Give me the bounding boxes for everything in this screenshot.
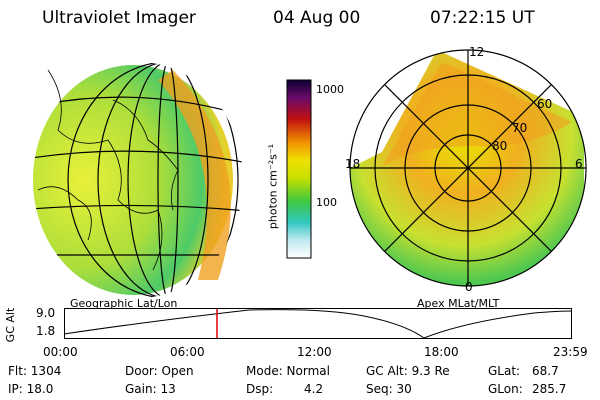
- mlt-label-0: 0: [465, 280, 473, 294]
- timeline-xtick-0000: 00:00: [43, 345, 78, 359]
- timeline-axis-label: GC Alt: [4, 307, 17, 343]
- polar-caption: Apex MLat/MLT: [417, 297, 500, 310]
- colorbar-tick-100: 100: [316, 196, 337, 209]
- dsp-label: Dsp:: [246, 382, 274, 396]
- dsp-value: 4.2: [304, 382, 324, 396]
- timeline-xtick-2359: 23:59: [553, 345, 588, 359]
- door-status: Door: Open: [125, 364, 194, 378]
- geographic-caption: Geographic Lat/Lon: [70, 297, 178, 310]
- mlt-label-12: 12: [469, 45, 485, 59]
- timeline-ytick-low: 1.8: [36, 324, 56, 338]
- colorbar-tick-1000: 1000: [316, 83, 344, 96]
- timeline-xtick-1800: 18:00: [424, 345, 459, 359]
- flight-number: Flt: 1304: [8, 364, 62, 378]
- glat-value: 68.7: [532, 364, 559, 378]
- time-label: 07:22:15 UT: [430, 8, 535, 28]
- sequence-number: Seq: 30: [366, 382, 412, 396]
- lat-label-60: 60: [537, 97, 553, 111]
- lat-label-80: 80: [492, 139, 508, 153]
- mlt-label-18: 18: [345, 157, 361, 171]
- gain-value: Gain: 13: [125, 382, 176, 396]
- gc-altitude: GC Alt: 9.3 Re: [366, 364, 450, 378]
- glon-label: GLon:: [488, 382, 523, 396]
- polar-plot: [349, 49, 587, 287]
- glat-label: GLat:: [488, 364, 521, 378]
- timeline-ytick-high: 9.0: [36, 306, 56, 320]
- timeline-xtick-1200: 12:00: [297, 345, 332, 359]
- colorbar-unit-label: photon cm⁻²s⁻¹: [266, 143, 280, 230]
- glon-value: 285.7: [532, 382, 567, 396]
- mlt-label-6: 6: [575, 157, 583, 171]
- colorbar: [286, 79, 312, 259]
- geographic-image: [33, 62, 243, 298]
- mode-value: Mode: Normal: [246, 364, 330, 378]
- timeline-xtick-0600: 06:00: [170, 345, 205, 359]
- date-label: 04 Aug 00: [273, 8, 361, 28]
- lat-label-70: 70: [512, 121, 528, 135]
- ip-value: IP: 18.0: [8, 382, 54, 396]
- instrument-title: Ultraviolet Imager: [42, 8, 196, 28]
- altitude-timeline: [64, 308, 572, 339]
